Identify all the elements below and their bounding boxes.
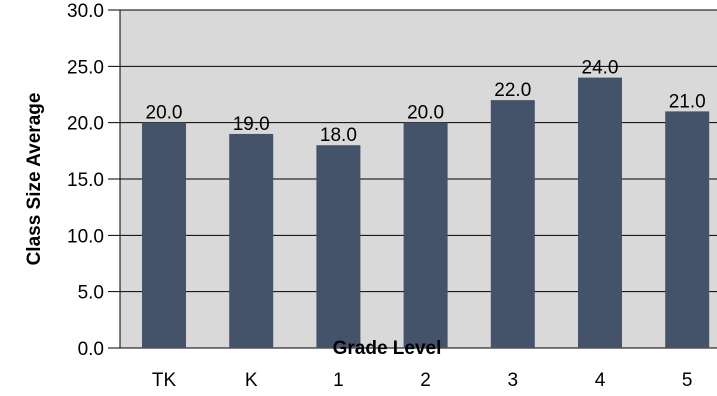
data-labels: 20.0 19.0 18.0 20.0 22.0 24.0 21.0 <box>146 58 706 147</box>
data-label: 20.0 <box>407 103 444 124</box>
x-tick-label: 2 <box>420 370 431 391</box>
x-tick-label: 4 <box>595 370 606 391</box>
x-axis-ticks: TK K 1 2 3 4 5 <box>152 370 693 391</box>
bar-5 <box>665 111 710 349</box>
data-label: 18.0 <box>320 125 357 146</box>
data-label: 20.0 <box>146 103 183 124</box>
y-axis-ticks: 0.0 5.0 10.0 15.0 20.0 25.0 30.0 <box>67 1 104 360</box>
bar-2 <box>403 122 448 349</box>
y-tick-label: 0.0 <box>78 339 104 360</box>
data-label: 24.0 <box>582 58 619 79</box>
x-axis-title: Grade Level <box>333 338 442 359</box>
x-tick-label: K <box>245 370 258 391</box>
data-label: 19.0 <box>233 114 270 135</box>
bars <box>142 77 710 349</box>
bar-3 <box>490 100 535 348</box>
y-tick-label: 5.0 <box>78 283 104 304</box>
data-label: 21.0 <box>669 91 706 112</box>
bar-1 <box>316 145 361 348</box>
bar-k <box>229 133 274 348</box>
y-tick-label: 25.0 <box>67 57 104 78</box>
x-tick-label: 3 <box>508 370 519 391</box>
x-tick-label: 5 <box>682 370 693 391</box>
bar-tk <box>142 122 186 349</box>
y-tick-label: 10.0 <box>67 226 104 247</box>
y-axis-title: Class Size Average <box>24 93 45 266</box>
x-tick-label: TK <box>152 370 177 391</box>
x-tick-label: 1 <box>333 370 344 391</box>
data-label: 22.0 <box>494 80 531 101</box>
y-tick-label: 15.0 <box>67 170 104 191</box>
y-tick-label: 30.0 <box>67 1 104 22</box>
y-tick-label: 20.0 <box>67 114 104 135</box>
bar-4 <box>578 77 622 348</box>
